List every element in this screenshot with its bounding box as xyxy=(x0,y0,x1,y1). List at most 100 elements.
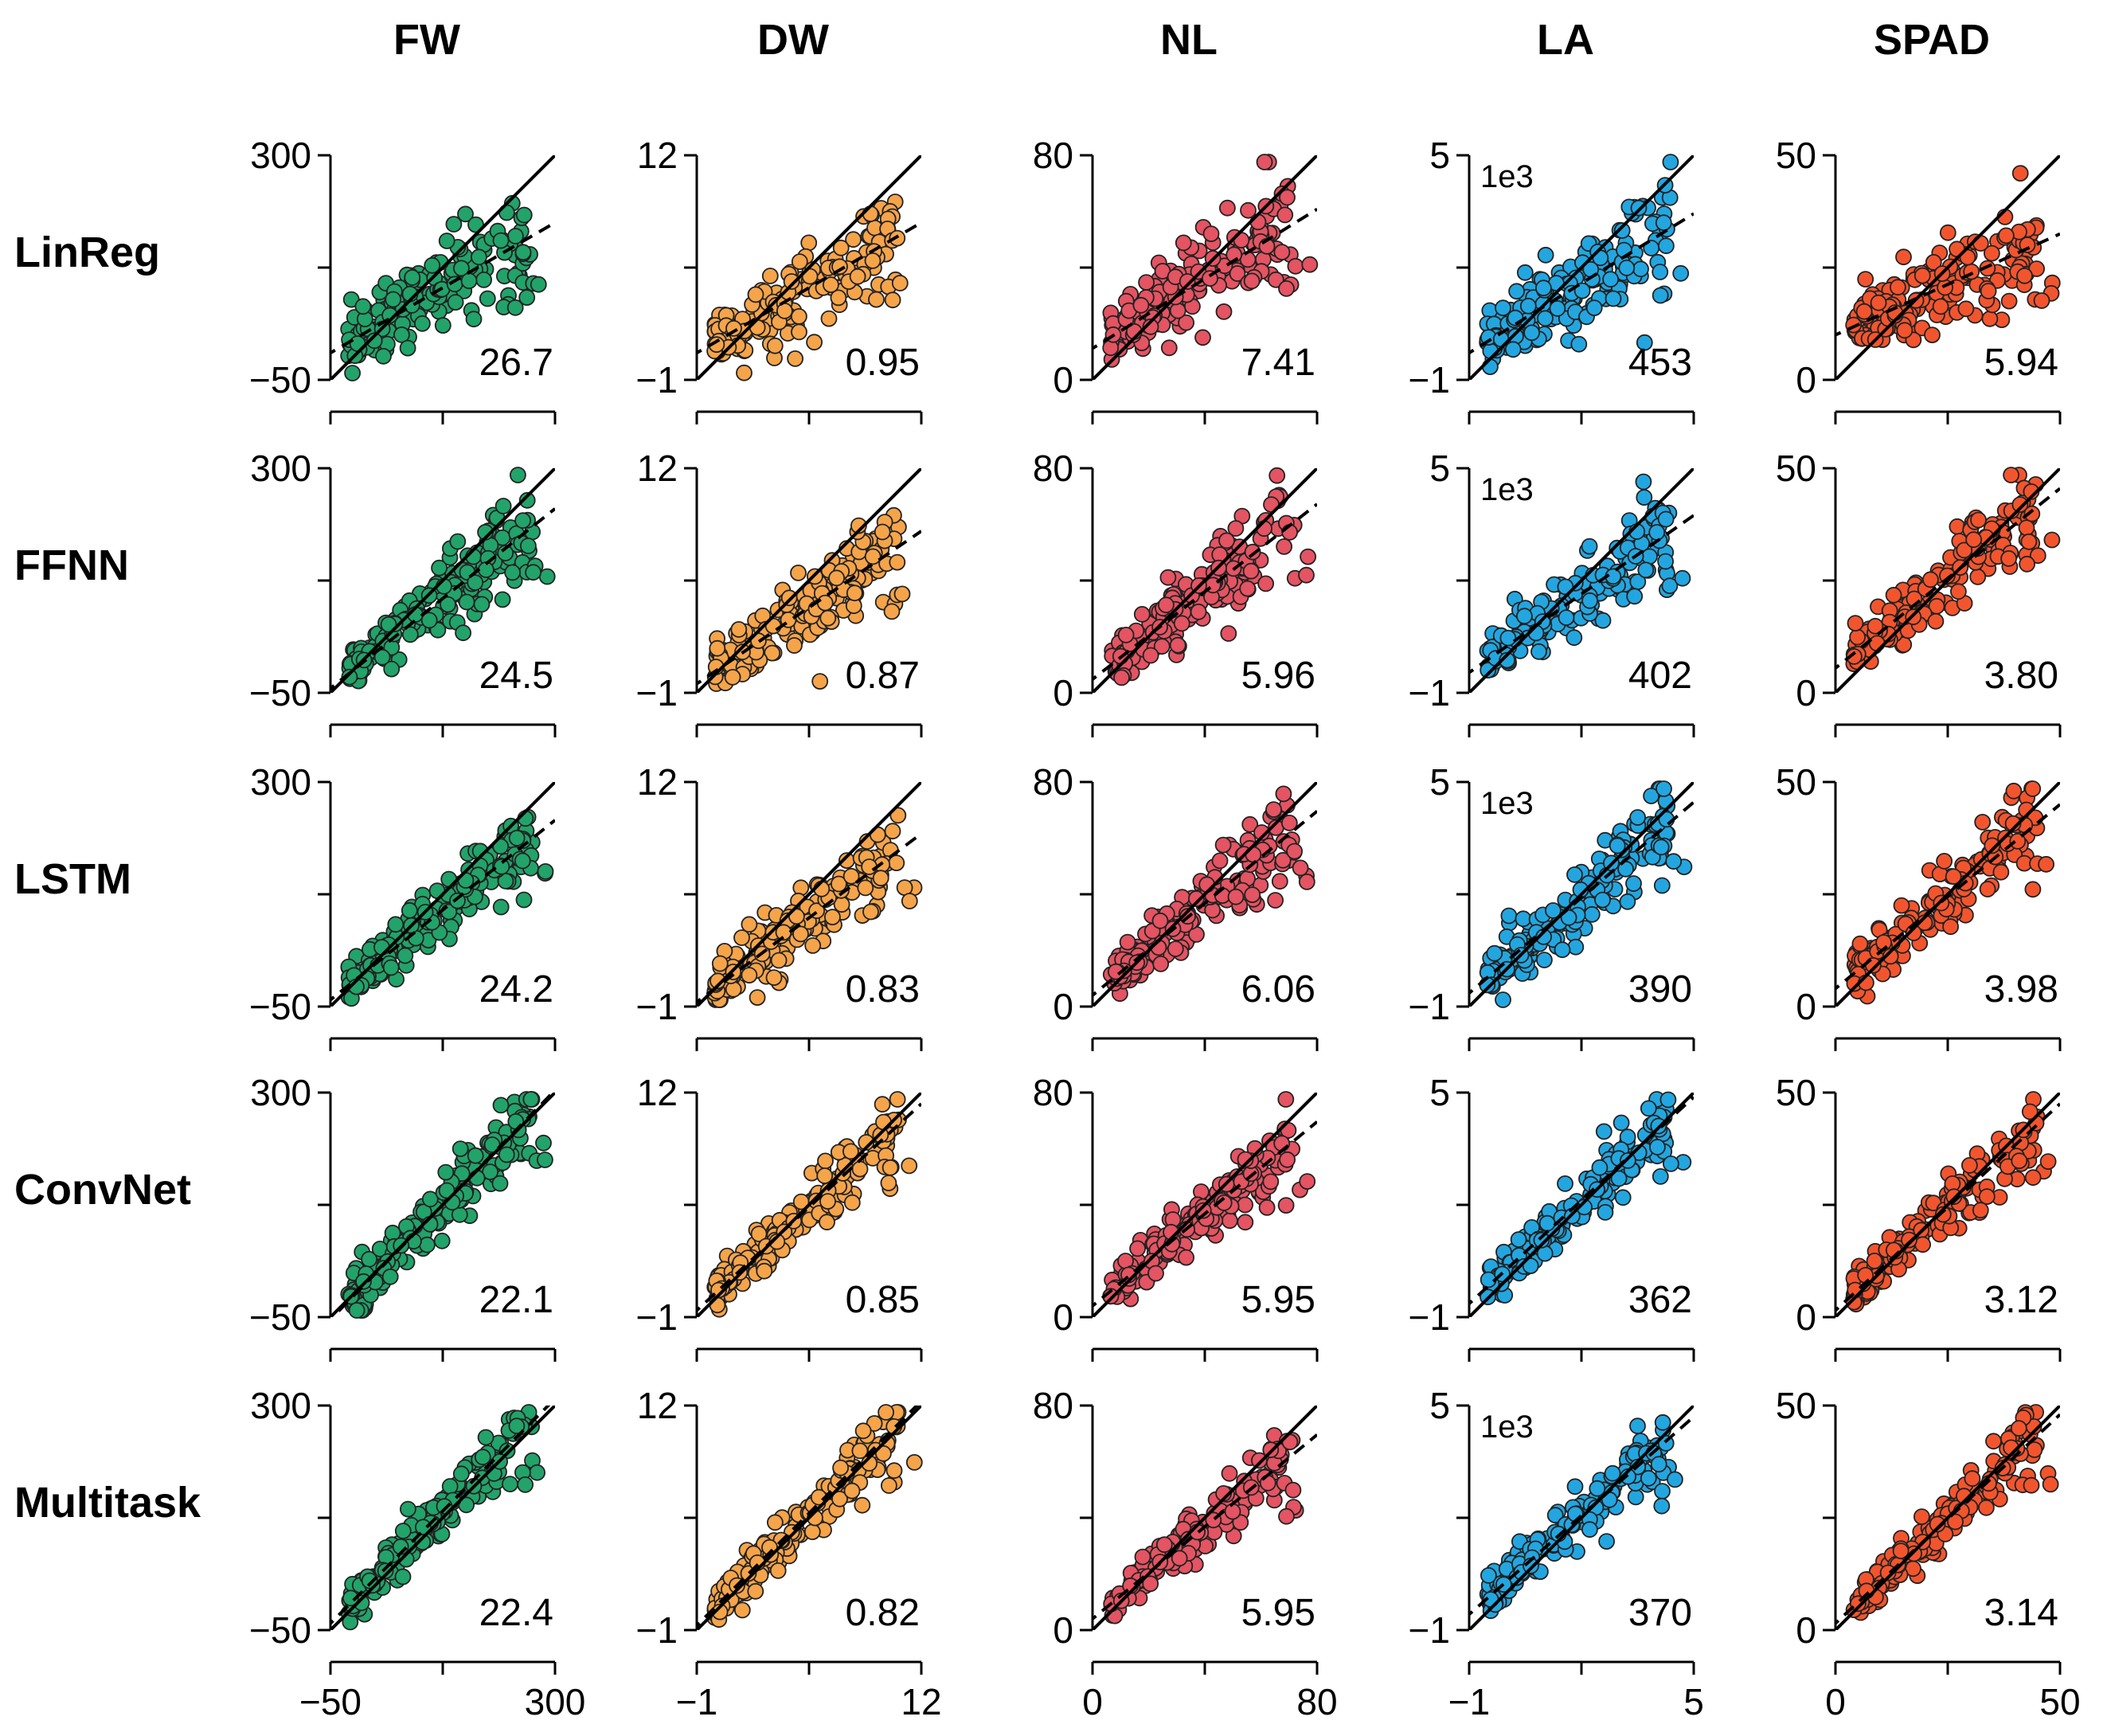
data-point xyxy=(2019,555,2036,573)
data-point xyxy=(787,350,803,367)
rmse-value: 7.41 xyxy=(1241,342,1315,384)
fit-line xyxy=(1835,487,2060,671)
data-point xyxy=(1960,1157,1978,1174)
data-point xyxy=(885,1462,903,1480)
data-point xyxy=(1133,606,1151,623)
data-point xyxy=(1992,863,2010,881)
data-point xyxy=(1271,873,1288,890)
data-point xyxy=(1516,608,1533,625)
identity-line xyxy=(1835,155,2060,380)
data-point xyxy=(1652,1168,1669,1185)
data-point xyxy=(1857,271,1874,288)
data-point xyxy=(420,612,438,629)
x-tick-label-min: −50 xyxy=(299,1681,362,1722)
data-point xyxy=(880,1175,897,1191)
row-title-lstm: LSTM xyxy=(14,855,131,903)
data-point xyxy=(1977,1499,1995,1516)
data-point xyxy=(1519,297,1537,315)
data-point xyxy=(344,365,362,381)
data-point xyxy=(1979,881,1996,897)
panel-lstm-fw: 300 −50 24.2 xyxy=(249,761,557,1051)
data-point xyxy=(529,1464,545,1481)
data-point xyxy=(1299,1173,1316,1190)
data-point xyxy=(819,1193,836,1210)
data-point xyxy=(1662,154,1679,170)
data-point xyxy=(452,1140,469,1157)
data-point xyxy=(1635,473,1652,491)
identity-line xyxy=(330,155,555,380)
x-tick-label-max: 12 xyxy=(901,1681,941,1722)
data-point xyxy=(1275,785,1292,803)
data-point xyxy=(830,289,847,307)
data-point xyxy=(479,290,496,307)
data-point xyxy=(1583,905,1601,923)
panel-linreg-nl: 80 0 7.41 xyxy=(1033,135,1319,424)
x-tick-label-max: 5 xyxy=(1683,1681,1704,1722)
x-tick-label-min: −1 xyxy=(676,1681,717,1722)
data-point xyxy=(2033,292,2050,309)
data-point xyxy=(1595,1123,1612,1140)
data-point xyxy=(1652,839,1670,856)
y-tick-label-min: −1 xyxy=(636,986,678,1027)
data-point xyxy=(449,533,467,550)
scale-label: 1e3 xyxy=(1480,159,1534,194)
data-point xyxy=(747,286,764,303)
data-point xyxy=(1640,1469,1657,1487)
data-point xyxy=(882,1159,899,1176)
data-point xyxy=(1662,1155,1679,1172)
y-tick-label-max: 80 xyxy=(1033,761,1073,803)
data-point xyxy=(1486,944,1503,962)
data-point xyxy=(862,903,879,921)
data-point xyxy=(1480,1567,1497,1584)
data-point xyxy=(883,603,901,620)
data-point xyxy=(525,564,541,581)
data-point xyxy=(1242,562,1260,580)
data-point xyxy=(1653,1497,1671,1515)
data-point xyxy=(749,989,766,1006)
panel-linreg-dw: 12 −1 0.95 xyxy=(636,135,923,424)
column-title-spad: SPAD xyxy=(1874,16,1990,64)
data-point xyxy=(399,339,416,357)
data-point xyxy=(517,1476,534,1493)
data-point xyxy=(800,234,818,252)
data-point xyxy=(1169,636,1186,654)
data-point xyxy=(2018,519,2035,537)
data-point xyxy=(1300,548,1316,565)
rmse-value: 370 xyxy=(1628,1592,1692,1634)
data-point xyxy=(1936,853,1953,870)
data-point xyxy=(862,205,879,222)
y-tick-label-min: 0 xyxy=(1796,359,1816,401)
data-point xyxy=(1653,877,1671,894)
rmse-value: 0.87 xyxy=(846,655,920,697)
data-point xyxy=(1932,298,1949,315)
data-point xyxy=(1129,1240,1146,1257)
data-point xyxy=(1654,1483,1671,1499)
y-tick-label-max: 50 xyxy=(1776,448,1816,489)
panel-ffnn-nl: 80 0 5.96 xyxy=(1033,448,1319,737)
data-point xyxy=(1666,1471,1683,1488)
data-point xyxy=(864,548,882,565)
data-point xyxy=(514,852,531,870)
data-point xyxy=(1535,280,1552,297)
data-point xyxy=(535,1134,552,1151)
row-title-linreg: LinReg xyxy=(14,229,160,276)
row-title-ffnn: FFNN xyxy=(14,542,129,589)
data-point xyxy=(474,1449,491,1466)
data-point xyxy=(515,206,533,224)
data-point xyxy=(434,317,452,334)
data-point xyxy=(537,1151,553,1168)
scale-label: 1e3 xyxy=(1480,786,1534,821)
data-point xyxy=(2043,531,2061,549)
rmse-value: 0.83 xyxy=(846,968,920,1011)
data-point xyxy=(1567,938,1585,956)
data-point xyxy=(1249,213,1267,231)
y-tick-label-min: 0 xyxy=(1796,672,1816,714)
data-point xyxy=(504,564,521,581)
panel-ffnn-dw: 12 −1 0.87 xyxy=(636,448,923,737)
data-point xyxy=(1495,299,1511,317)
y-tick-label-max: 50 xyxy=(1776,1385,1816,1426)
fit-line xyxy=(1469,212,1694,355)
data-point xyxy=(1286,843,1303,860)
data-point xyxy=(375,347,392,365)
data-point xyxy=(366,332,383,350)
